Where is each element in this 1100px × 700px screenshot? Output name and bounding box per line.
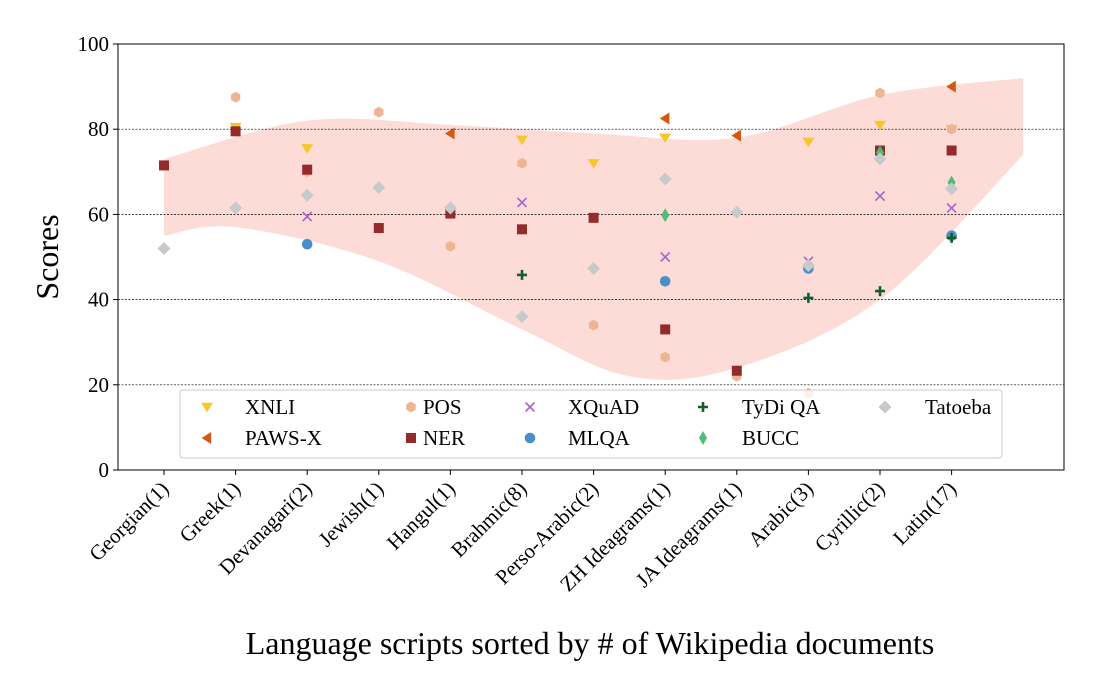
x-tick-label-9: Arabic(3) xyxy=(743,477,818,552)
data-points xyxy=(157,80,959,399)
y-axis-ticks: 0 20 40 60 80 100 xyxy=(78,32,118,482)
legend-marker-paws-x xyxy=(201,432,212,444)
point-tydi-qa-3 xyxy=(946,232,957,243)
legend-marker-pos xyxy=(406,401,416,413)
point-tydi-qa-2 xyxy=(875,286,885,297)
legend-label-paws-x: PAWS-X xyxy=(245,426,322,450)
legend-label-bucc: BUCC xyxy=(742,426,799,450)
point-tatoeba-11 xyxy=(945,182,959,196)
point-paws-x-2 xyxy=(731,129,741,142)
point-xquad-1 xyxy=(516,197,528,208)
point-tatoeba-1 xyxy=(229,201,243,215)
point-pos-4 xyxy=(517,157,527,169)
point-xnli-5 xyxy=(802,137,815,148)
legend-marker-ner xyxy=(406,433,416,443)
y-tick-label-80: 80 xyxy=(88,117,109,141)
point-xquad-2 xyxy=(660,251,671,263)
point-tatoeba-4 xyxy=(443,201,457,215)
point-xquad-4 xyxy=(874,191,886,202)
series-tydi-qa xyxy=(517,232,957,303)
point-ner-10 xyxy=(946,145,957,156)
legend-marker-xquad xyxy=(524,401,536,413)
legend-marker-tatoeba xyxy=(878,400,892,414)
point-paws-x-0 xyxy=(445,127,455,140)
y-axis-label: Scores xyxy=(29,214,65,299)
series-tatoeba xyxy=(157,152,959,324)
score-band-layer xyxy=(164,78,1024,380)
series-paws-x xyxy=(445,80,956,142)
legend-label-tydi-qa: TyDi QA xyxy=(742,395,821,419)
point-pos-2 xyxy=(374,106,384,118)
point-tatoeba-2 xyxy=(300,188,314,202)
y-tick-label-100: 100 xyxy=(78,32,110,56)
y-tick-label-0: 0 xyxy=(99,458,110,482)
point-tatoeba-5 xyxy=(515,310,529,324)
point-mlqa-1 xyxy=(659,275,671,287)
point-pos-5 xyxy=(588,319,599,331)
legend-label-mlqa: MLQA xyxy=(568,426,631,450)
point-tatoeba-9 xyxy=(801,259,815,273)
y-tick-label-20: 20 xyxy=(88,373,109,397)
point-xnli-3 xyxy=(587,159,600,169)
point-xnli-2 xyxy=(516,135,528,146)
point-ner-3 xyxy=(373,223,384,234)
point-tatoeba-3 xyxy=(372,181,386,195)
point-bucc-0 xyxy=(661,208,670,223)
legend-frame xyxy=(179,389,1003,459)
point-tatoeba-10 xyxy=(873,152,887,166)
point-ner-6 xyxy=(588,212,599,223)
point-tydi-qa-1 xyxy=(803,292,814,303)
x-tick-label-0: Georgian(1) xyxy=(84,477,173,566)
y-tick-label-40: 40 xyxy=(88,288,109,312)
point-paws-x-1 xyxy=(659,112,670,125)
point-tatoeba-0 xyxy=(157,241,171,255)
x-tick-label-1: Greek(1) xyxy=(175,477,246,548)
point-xnli-4 xyxy=(659,133,672,144)
point-tatoeba-7 xyxy=(658,172,672,186)
x-axis-label: Language scripts sorted by # of Wikipedi… xyxy=(246,625,935,661)
x-tick-label-3: Jewish(1) xyxy=(314,477,389,552)
legend-label-pos: POS xyxy=(423,395,462,419)
point-xquad-5 xyxy=(946,202,957,214)
x-axis-ticks: Georgian(1) Greek(1)Devanagari(2)Jewish(1… xyxy=(84,470,961,596)
point-tatoeba-6 xyxy=(587,262,601,276)
point-tydi-qa-0 xyxy=(517,269,527,280)
legend: XNLI PAWS-X POS NER XQuAD MLQA TyDi QA BUCC Tato… xyxy=(179,389,1003,459)
point-pos-6 xyxy=(660,351,670,363)
y-tick-label-60: 60 xyxy=(88,202,109,226)
legend-label-ner: NER xyxy=(423,426,465,450)
point-paws-x-3 xyxy=(946,80,956,93)
legend-marker-tydi-qa xyxy=(698,402,708,412)
point-ner-7 xyxy=(660,324,671,335)
legend-label-xquad: XQuAD xyxy=(568,395,639,419)
point-tatoeba-8 xyxy=(730,205,744,219)
point-pos-0 xyxy=(230,91,241,103)
point-mlqa-0 xyxy=(301,238,313,250)
legend-label-xnli: XNLI xyxy=(245,395,295,419)
point-xnli-1 xyxy=(301,144,314,154)
point-ner-5 xyxy=(517,224,527,235)
x-tick-label-11: Latin(17) xyxy=(888,477,961,550)
point-pos-10 xyxy=(946,123,957,135)
point-xnli-6 xyxy=(874,120,886,131)
legend-marker-bucc xyxy=(699,431,707,445)
legend-label-tatoeba: Tatoeba xyxy=(925,395,992,419)
point-xquad-0 xyxy=(302,211,313,222)
point-pos-9 xyxy=(875,87,885,99)
legend-marker-mlqa xyxy=(524,432,536,444)
plot-area-frame xyxy=(117,43,1065,471)
x-tick-label-10: Cyrillic(2) xyxy=(810,477,890,557)
point-ner-8 xyxy=(731,365,742,376)
score-band xyxy=(164,78,1024,380)
point-pos-3 xyxy=(445,240,456,252)
point-ner-1 xyxy=(230,126,241,137)
point-ner-0 xyxy=(159,160,169,171)
legend-marker-xnli xyxy=(201,402,213,413)
legend-entries: XNLI PAWS-X POS NER XQuAD MLQA TyDi QA BUCC Tato… xyxy=(201,395,992,450)
point-ner-2 xyxy=(302,164,313,175)
